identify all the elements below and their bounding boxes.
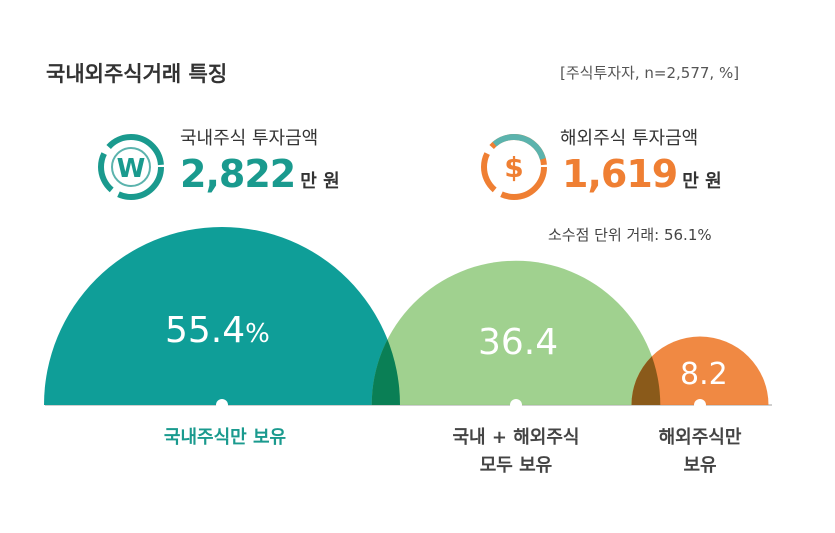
value-label-0: 55.4% — [165, 310, 270, 351]
category-label-1: 국내 + 해외주식 모두 보유 — [452, 427, 580, 476]
dollar-icon: $ — [481, 134, 547, 200]
foreign-label: 해외주식 투자금액 — [560, 128, 699, 149]
semicircle-0 — [44, 227, 400, 405]
semicircle-2 — [631, 336, 769, 405]
domestic-label: 국내주식 투자금액 — [180, 128, 319, 149]
domestic-unit: 만 원 — [300, 171, 340, 192]
won-icon: W — [98, 134, 164, 200]
anchor-dot-1 — [510, 399, 522, 411]
anchor-dot-2 — [694, 399, 706, 411]
value-label-1: 36.4 — [478, 322, 559, 363]
svg-text:W: W — [117, 154, 146, 184]
svg-text:$: $ — [504, 151, 523, 184]
semicircle-1 — [371, 260, 661, 405]
fraction-trade-note: 소수점 단위 거래: 56.1% — [548, 226, 712, 244]
foreign-amount: 1,619 — [562, 152, 678, 196]
anchor-dot-0 — [216, 399, 228, 411]
page-title: 국내외주식거래 특징 — [46, 62, 228, 86]
domestic-amount: 2,822 — [180, 152, 296, 196]
value-label-2: 8.2 — [680, 357, 728, 392]
foreign-unit: 만 원 — [682, 171, 722, 192]
category-label-2: 해외주식만 보유 — [658, 427, 742, 476]
category-label-0: 국내주식만 보유 — [163, 427, 287, 448]
sample-note: [주식투자자, n=2,577, %] — [560, 64, 740, 82]
